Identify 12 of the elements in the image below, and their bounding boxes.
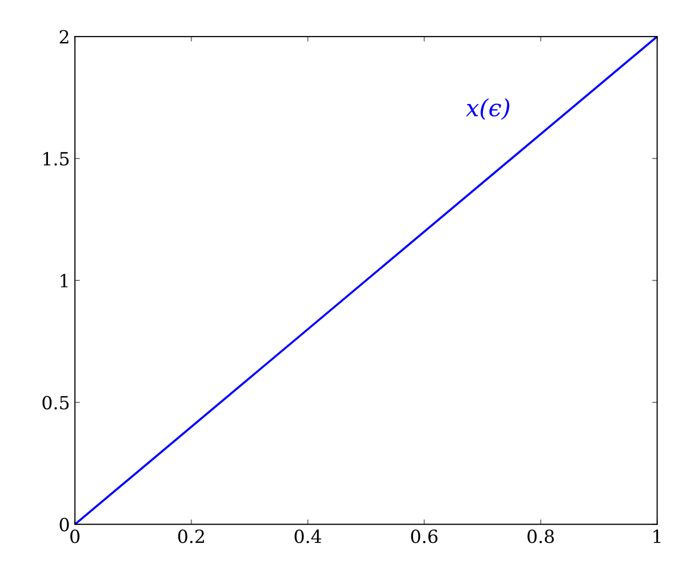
x-tick-label: 0.6: [411, 530, 438, 544]
y-tick-label: 2: [60, 30, 68, 44]
x-tick-label: 0: [70, 530, 80, 544]
y-tick-label: 1.5: [44, 152, 69, 166]
y-tick-label: 1: [60, 274, 68, 288]
x-tick-label: 0.2: [178, 530, 204, 544]
x-tick-label: 1: [654, 530, 660, 543]
x-tick-label: 0.4: [294, 530, 322, 544]
y-tick-label: 0: [60, 518, 69, 532]
series-label: x(ϵ): [466, 98, 510, 120]
y-tick-label: 0.5: [42, 396, 69, 410]
x-tick-label: 0.8: [528, 530, 554, 544]
